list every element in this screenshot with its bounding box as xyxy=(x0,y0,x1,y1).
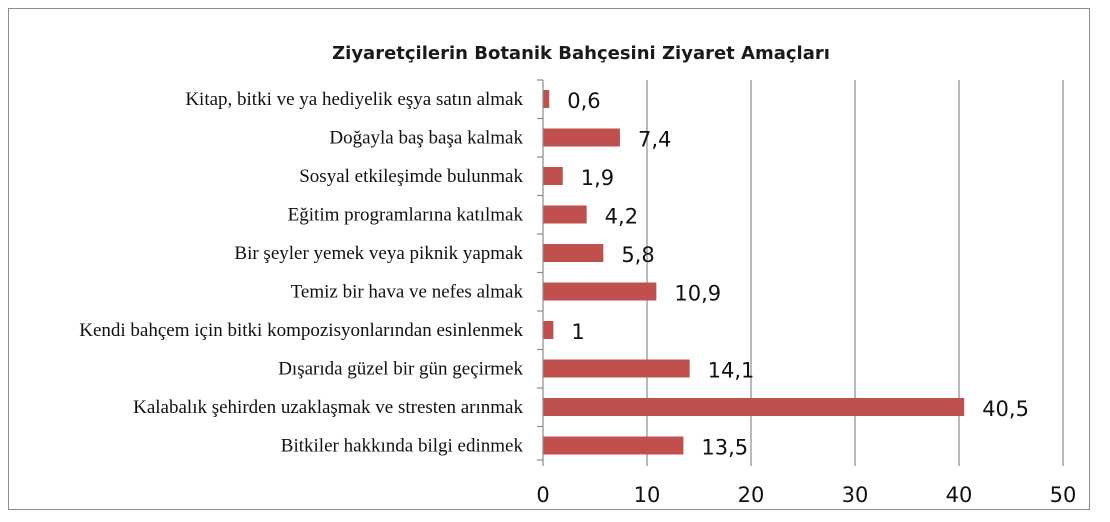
data-label: 14,1 xyxy=(708,359,755,383)
category-label: Kendi bahçem için bitki kompozisyonların… xyxy=(79,320,523,341)
chart-title: Ziyaretçilerin Botanik Bahçesini Ziyaret… xyxy=(332,43,830,64)
x-tick-label: 50 xyxy=(1050,483,1077,507)
category-label: Doğayla baş başa kalmak xyxy=(329,128,523,149)
gridlines xyxy=(646,80,1064,460)
data-label: 7,4 xyxy=(638,128,671,152)
category-label: Bitkiler hakkında bilgi edinmek xyxy=(281,436,524,457)
bars xyxy=(543,90,965,455)
bar xyxy=(543,205,587,224)
data-label: 4,2 xyxy=(605,205,638,229)
data-label: 40,5 xyxy=(982,397,1029,421)
x-tick-label: 0 xyxy=(536,483,549,507)
bar xyxy=(543,321,554,339)
data-label: 1,9 xyxy=(581,166,614,190)
data-label: 13,5 xyxy=(701,436,748,460)
data-label: 0,6 xyxy=(567,89,600,113)
category-label: Dışarıda güzel bir gün geçirmek xyxy=(278,359,523,380)
category-label: Sosyal etkileşimde bulunmak xyxy=(299,166,523,187)
x-tick-label: 40 xyxy=(946,483,973,507)
bar xyxy=(543,128,620,147)
category-label: Kalabalık şehirden uzaklaşmak ve streste… xyxy=(133,397,523,418)
data-label: 10,9 xyxy=(674,282,721,306)
category-label: Bir şeyler yemek veya piknik yapmak xyxy=(234,243,523,264)
bar xyxy=(543,244,604,262)
axes xyxy=(537,79,1064,466)
category-label: Temiz bir hava ve nefes almak xyxy=(291,282,524,303)
category-label: Kitap, bitki ve ya hediyelik eşya satın … xyxy=(185,89,523,110)
bar xyxy=(543,436,684,455)
bar xyxy=(543,90,550,108)
bar xyxy=(543,167,563,185)
data-label: 1 xyxy=(571,320,584,344)
bar xyxy=(543,398,965,416)
bar xyxy=(543,359,690,378)
category-label: Eğitim programlarına katılmak xyxy=(288,205,524,226)
labels: 0 10 20 30 40 50 Kitap, bitki ve ya hediyelik … xyxy=(79,89,1076,507)
data-label: 5,8 xyxy=(621,243,654,267)
bar xyxy=(543,282,657,301)
x-tick-label: 20 xyxy=(738,483,765,507)
x-tick-label: 30 xyxy=(842,483,869,507)
x-tick-label: 10 xyxy=(634,483,661,507)
